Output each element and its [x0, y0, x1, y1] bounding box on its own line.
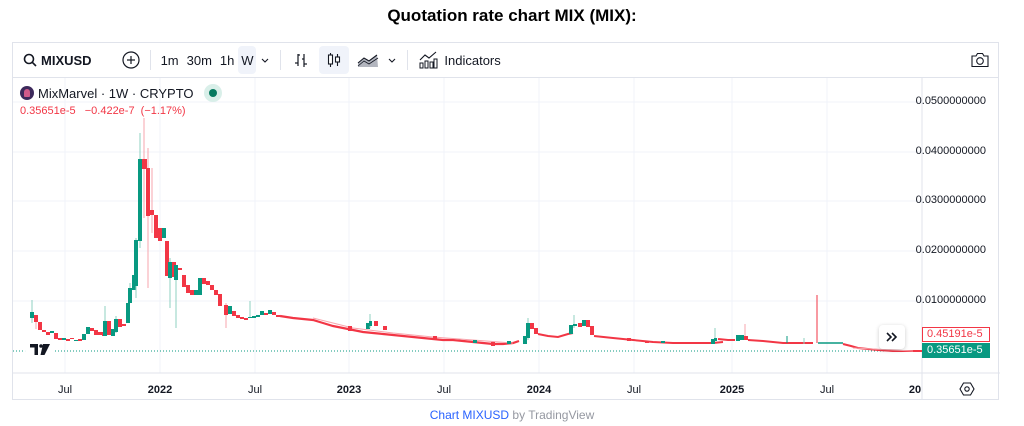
search-icon — [23, 53, 37, 67]
area-chart-icon — [358, 54, 379, 67]
settings-hexagon-icon — [959, 382, 975, 396]
time-axis-label: 2025 — [719, 384, 745, 396]
candles-later — [279, 295, 922, 352]
chevron-down-icon — [262, 58, 269, 63]
compare-symbol-button[interactable] — [118, 46, 144, 74]
legend-title: MixMarvel · 1W · CRYPTO — [38, 85, 194, 101]
bars-style-button[interactable] — [287, 46, 315, 74]
time-axis-label: 2022 — [147, 384, 173, 396]
toolbar-divider — [280, 50, 282, 70]
legend-change-pct: (−1.17%) — [140, 105, 186, 117]
double-chevron-right-icon — [886, 332, 898, 342]
chart-footer: Chart MIXUSD by TradingView — [0, 408, 1024, 422]
camera-icon — [971, 52, 989, 68]
chart-style-dropdown[interactable] — [383, 46, 401, 74]
status-dot-icon — [208, 89, 217, 97]
bars-icon — [295, 54, 308, 67]
last-price-tag: 0.35651e-5 — [922, 343, 990, 358]
area-style-button[interactable] — [353, 46, 383, 74]
indicators-icon — [419, 51, 438, 69]
scroll-to-realtime-button[interactable] — [879, 325, 905, 349]
time-axis-label: Jul — [57, 384, 73, 396]
mixmarvel-logo-icon — [20, 86, 34, 100]
chart-toolbar: MIXUSD 1m 30m 1h W Indicators — [13, 43, 998, 78]
chart-link[interactable]: Chart MIXUSD — [429, 408, 510, 422]
time-axis-label: Jul — [626, 384, 642, 396]
market-status-indicator[interactable] — [203, 84, 222, 102]
price-axis-label: 0.0100000000 — [915, 294, 986, 306]
legend-change: −0.422e-7 — [84, 105, 135, 117]
plus-circle-icon — [121, 51, 140, 69]
chart-settings-button[interactable] — [959, 381, 975, 397]
interval-1h[interactable]: 1h — [219, 52, 235, 68]
price-axis-label: 0.0200000000 — [915, 244, 986, 256]
legend-last-price: 0.35651e-5 — [20, 105, 76, 117]
indicators-button[interactable]: Indicators — [414, 46, 504, 74]
chevron-down-icon — [389, 58, 396, 63]
chart-widget: MIXUSD 1m 30m 1h W Indicators — [12, 42, 1000, 400]
time-axis-label: 20 — [908, 384, 922, 396]
interval-30m[interactable]: 30m — [186, 52, 212, 68]
page-title: Quotation rate chart MIX (MIX): — [387, 6, 637, 25]
candles — [30, 118, 280, 341]
toolbar-divider — [407, 50, 409, 70]
price-axis-label: 0.0300000000 — [915, 194, 986, 206]
time-axis-label: 2024 — [526, 384, 552, 396]
time-axis-label: Jul — [247, 384, 263, 396]
screenshot-button[interactable] — [966, 46, 994, 74]
toolbar-divider — [149, 50, 151, 70]
chart-legend: MixMarvel · 1W · CRYPTO 0.35651e-5 −0.42… — [20, 83, 222, 117]
interval-w[interactable]: W — [238, 46, 257, 74]
tradingview-logo[interactable] — [25, 335, 55, 365]
candles-icon — [328, 53, 341, 67]
tradingview-logo-icon — [30, 344, 50, 355]
symbol-search-button[interactable]: MIXUSD — [19, 46, 96, 74]
time-axis-label: Jul — [819, 384, 835, 396]
footer-attribution: by TradingView — [509, 408, 595, 422]
symbol-label: MIXUSD — [41, 52, 92, 68]
time-axis-label: 2023 — [336, 384, 362, 396]
price-axis-label: 0.0400000000 — [915, 145, 986, 157]
indicators-label: Indicators — [444, 52, 501, 68]
interval-dropdown[interactable] — [256, 46, 274, 74]
price-axis-label: 0.0500000000 — [915, 95, 986, 107]
high-price-tag: 0.45191e-5 — [922, 327, 990, 342]
time-axis-label: Jul — [436, 384, 452, 396]
candles-style-button[interactable] — [319, 46, 350, 74]
interval-1m[interactable]: 1m — [160, 52, 179, 68]
price-chart[interactable] — [13, 78, 1000, 400]
